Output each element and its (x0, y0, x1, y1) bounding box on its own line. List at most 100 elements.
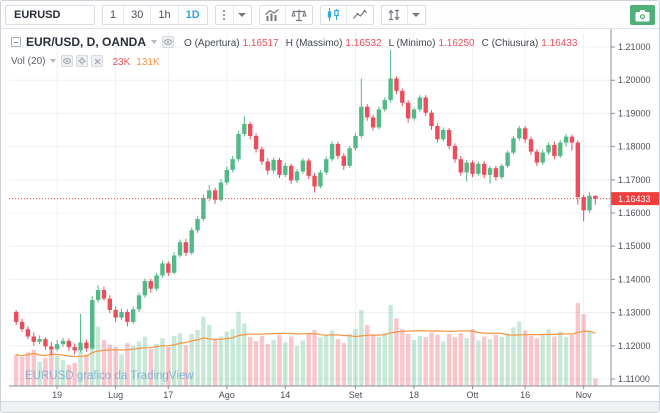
candle-body (183, 242, 189, 253)
arrows-glyph (388, 9, 400, 20)
candle-body (329, 143, 335, 160)
volume-value: 23K (112, 57, 131, 68)
volume-bar (522, 330, 528, 386)
collapse-legend-icon[interactable] (11, 37, 21, 47)
volume-bar (288, 336, 294, 386)
candle-body (288, 165, 294, 181)
indicators-glyph (265, 8, 280, 21)
ohlc-item: L (Minimo) 1.16250 (388, 38, 475, 49)
volume-bar (259, 335, 265, 386)
volume-bar (119, 354, 124, 386)
volume-bar (107, 344, 112, 386)
volume-bar (31, 349, 36, 386)
candle-body (201, 198, 206, 219)
candle-body (43, 339, 48, 347)
legend-eye-icon[interactable] (162, 36, 175, 48)
camera-button[interactable] (630, 5, 655, 25)
volume-bar (201, 316, 206, 386)
candle-body (587, 195, 592, 211)
volume-bar (417, 335, 423, 386)
candle-body (265, 161, 270, 171)
volume-bar (84, 354, 89, 386)
candle-body (464, 162, 469, 173)
volume-dropdown-icon[interactable] (50, 59, 57, 63)
styles-arrows-icon[interactable] (382, 5, 408, 24)
candle-body (136, 295, 142, 310)
candle-body (470, 162, 475, 174)
volume-bar (125, 343, 130, 386)
candle-body (72, 347, 77, 351)
interval-30-button[interactable]: 30 (124, 5, 152, 24)
interval-1-button[interactable]: 1 (103, 5, 125, 24)
candle-body (575, 142, 580, 198)
volume-bar (429, 332, 434, 386)
volume-bar (207, 324, 212, 386)
candle-body (546, 144, 551, 153)
symbol-input[interactable]: EURUSD (14, 8, 61, 21)
candle-body (476, 163, 481, 174)
volume-bar (154, 343, 159, 386)
date-tick-label: Ago (219, 390, 235, 400)
interval-menu-group (214, 4, 252, 25)
price-tick-label: 1.18000 (618, 142, 651, 152)
bottom-strip (1, 401, 659, 412)
candle-body (593, 195, 598, 199)
volume-remove-icon[interactable] (91, 55, 104, 67)
volume-bar (347, 333, 352, 386)
volume-legend-row: Vol (20) 23K 131K (11, 53, 577, 69)
toolbar: EURUSD 1 30 1h 1D (1, 1, 659, 29)
volume-bar (534, 338, 540, 386)
candle-body (552, 144, 557, 156)
candle-body (31, 336, 36, 342)
volume-bar (593, 378, 598, 386)
volume-bar (341, 343, 346, 386)
candle-body (563, 136, 569, 143)
styles-dropdown-icon[interactable] (408, 6, 425, 24)
volume-settings-icon[interactable] (76, 55, 89, 67)
volume-eye-icon[interactable] (61, 55, 74, 67)
volume-bar (370, 334, 376, 386)
ohlc-values: O (Apertura) 1.16517 H (Massimo) 1.16532 L (… (177, 33, 577, 51)
line-style-icon[interactable] (347, 6, 373, 24)
interval-1D-button[interactable]: 1D (185, 8, 200, 21)
volume-bar (552, 336, 557, 386)
compare-icon[interactable] (286, 6, 312, 24)
candles-style-icon[interactable] (321, 5, 347, 24)
candle-body (411, 109, 417, 119)
candle-body (248, 124, 253, 136)
volume-bar (511, 327, 516, 386)
candle-body (569, 136, 575, 143)
candle-body (242, 124, 247, 134)
candle-body (370, 117, 376, 128)
price-tick-label: 1.16000 (618, 208, 651, 218)
menu-dots-icon[interactable] (216, 5, 234, 24)
volume-bar (224, 331, 229, 386)
legend-dropdown-icon[interactable] (151, 40, 158, 44)
volume-bar (388, 305, 393, 386)
volume-bar (25, 352, 31, 386)
volume-bar (499, 337, 504, 386)
volume-bar (452, 337, 458, 386)
volume-bar (54, 355, 60, 386)
candle-body (376, 109, 382, 128)
interval-dropdown-icon[interactable] (234, 6, 251, 24)
volume-bar (411, 339, 417, 386)
candle-body (154, 275, 159, 289)
date-tick-label: 14 (280, 390, 290, 400)
indicators-icon[interactable] (260, 5, 286, 24)
candle-body (300, 160, 306, 172)
candle-body (95, 290, 101, 300)
volume-bar (441, 341, 446, 386)
candle-body (224, 169, 229, 183)
candle-body (160, 263, 165, 276)
candle-body (335, 143, 341, 156)
volume-bar (177, 333, 183, 386)
candle-body (522, 128, 528, 140)
interval-1h-button[interactable]: 1h (151, 5, 179, 24)
volume-bar (160, 338, 165, 386)
candle-body (84, 342, 89, 349)
candles-glyph (327, 8, 339, 21)
